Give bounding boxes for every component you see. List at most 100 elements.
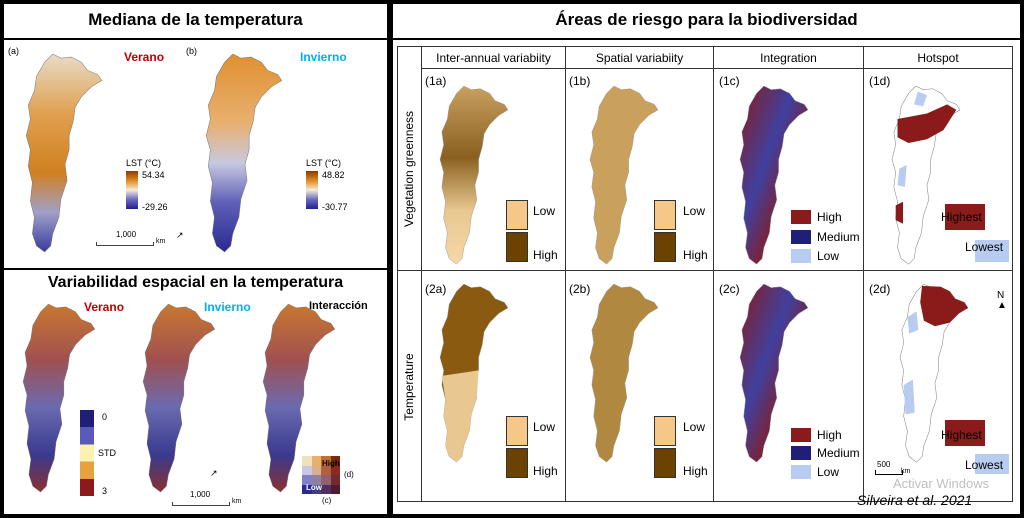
divider	[393, 38, 1020, 40]
median-temperature-panel: Mediana de la temperatura (a) Verano LST…	[4, 4, 387, 268]
panel-title: Variabilidad espacial en la temperatura	[47, 274, 344, 291]
column-header-hotspot: Hotspot	[917, 51, 959, 65]
windows-watermark: Activar Windows	[893, 476, 990, 491]
legend-low-label: Low	[683, 204, 706, 218]
legend-swatch-low	[654, 200, 676, 230]
legend-high-label: High	[817, 210, 842, 224]
scale-unit: km	[156, 238, 166, 245]
std-legend-3: 3	[102, 486, 108, 496]
interaction-low-label: Low	[306, 483, 322, 492]
legend-swatch-lowest	[975, 454, 1009, 474]
divider	[4, 38, 387, 40]
map-2a	[439, 284, 509, 463]
panel-id-b: (b)	[186, 46, 197, 56]
map-1b	[589, 86, 659, 265]
winter-variability-map	[142, 304, 216, 493]
column-header-spatial: Spatial variabiity	[595, 51, 684, 65]
cell-id-2a: (2a)	[425, 282, 447, 296]
legend-swatch-highest	[945, 420, 985, 446]
legend-low-label: Low	[817, 249, 840, 263]
legend-title-b: LST (°C)	[306, 158, 341, 168]
biodiversity-risk-panel: Áreas de riesgo para la biodiversidad In…	[393, 4, 1020, 514]
legend-medium-label: Medium	[817, 446, 860, 460]
legend-medium-label: Medium	[817, 230, 860, 244]
legend-high-label: High	[817, 428, 842, 442]
scale-label: 1,000	[190, 490, 211, 499]
legend-highest-label: Highest	[941, 428, 982, 442]
legend-high-label: High	[533, 248, 558, 262]
scale-bar	[172, 502, 230, 506]
std-legend-0: 0	[102, 412, 108, 422]
legend-lowest-label: Lowest	[965, 240, 1004, 254]
season-label-winter: Invierno	[204, 300, 251, 314]
scale-bar	[96, 242, 154, 246]
legend-swatch-highest	[945, 204, 985, 230]
season-label-winter: Invierno	[300, 50, 347, 64]
cell-id-1d: (1d)	[869, 74, 891, 88]
north-arrow-icon: ↗	[176, 230, 184, 240]
scale-bar	[875, 470, 903, 475]
winter-median-map	[205, 54, 283, 253]
scale-label: 1,000	[116, 230, 137, 239]
map-2d	[899, 284, 969, 463]
interaction-bivariate-legend	[302, 456, 340, 494]
panel-id-d: (d)	[344, 470, 354, 479]
cell-id-2b: (2b)	[569, 282, 591, 296]
legend-low-label: Low	[533, 420, 556, 434]
north-arrow-icon: ▲	[997, 300, 1007, 311]
spatial-variability-panel: Variabilidad espacial en la temperatura …	[4, 270, 387, 514]
legend-high-label: High	[533, 464, 558, 478]
legend-swatch-low	[654, 416, 676, 446]
panel-title: Áreas de riesgo para la biodiversidad	[555, 10, 858, 29]
legend-lowest-label: Lowest	[965, 458, 1004, 472]
cell-id-2d: (2d)	[869, 282, 891, 296]
citation: Silveira et al. 2021	[857, 492, 973, 508]
legend-max-a: 54.34	[142, 170, 165, 180]
legend-swatch-high	[654, 448, 676, 478]
season-label-summer: Verano	[124, 50, 165, 64]
panel-id-c: (c)	[322, 496, 332, 505]
panel-title: Mediana de la temperatura	[88, 10, 303, 29]
legend-swatch-lowest	[975, 240, 1009, 262]
std-colorbar	[80, 410, 94, 496]
legend-low-label: Low	[817, 465, 840, 479]
cell-id-1a: (1a)	[425, 74, 447, 88]
north-arrow-icon: ↗	[210, 468, 218, 478]
scale-unit: km	[901, 468, 911, 475]
season-label-interaction: Interacción	[309, 300, 368, 312]
north-label: N	[997, 290, 1005, 301]
season-label-summer: Verano	[84, 300, 125, 314]
legend-min-b: -30.77	[322, 202, 348, 212]
legend-high-label: High	[683, 248, 708, 262]
legend-swatch-low	[506, 200, 528, 230]
scale-label: 500	[877, 460, 891, 469]
legend-swatch-high	[506, 448, 528, 478]
scale-unit: km	[232, 498, 242, 505]
legend-swatch-low	[791, 465, 811, 479]
map-2b	[589, 284, 659, 463]
column-header-inter-annual: Inter-annual variabiity	[436, 51, 551, 65]
colorbar-a	[126, 171, 138, 209]
colorbar-b	[306, 171, 318, 209]
legend-swatch-high	[791, 210, 811, 224]
legend-max-b: 48.82	[322, 170, 345, 180]
map-1d	[891, 86, 961, 265]
grid-lines	[397, 46, 1013, 502]
std-legend-std: STD	[98, 448, 116, 458]
row-label-temperature: Temperature	[402, 353, 416, 421]
legend-high-label: High	[683, 464, 708, 478]
map-1a	[439, 86, 509, 265]
interaction-high-label: High	[322, 459, 340, 468]
row-label-vegetation: Vegetation greenness	[402, 110, 416, 228]
summer-median-map	[25, 54, 103, 253]
legend-min-a: -29.26	[142, 202, 168, 212]
legend-highest-label: Highest	[941, 210, 982, 224]
panel-id-a: (a)	[8, 46, 19, 56]
cell-id-1b: (1b)	[569, 74, 591, 88]
legend-swatch-medium	[791, 446, 811, 460]
legend-low-label: Low	[683, 420, 706, 434]
legend-low-label: Low	[533, 204, 556, 218]
legend-swatch-low	[791, 249, 811, 263]
legend-swatch-high	[654, 232, 676, 262]
cell-id-2c: (2c)	[719, 282, 740, 296]
